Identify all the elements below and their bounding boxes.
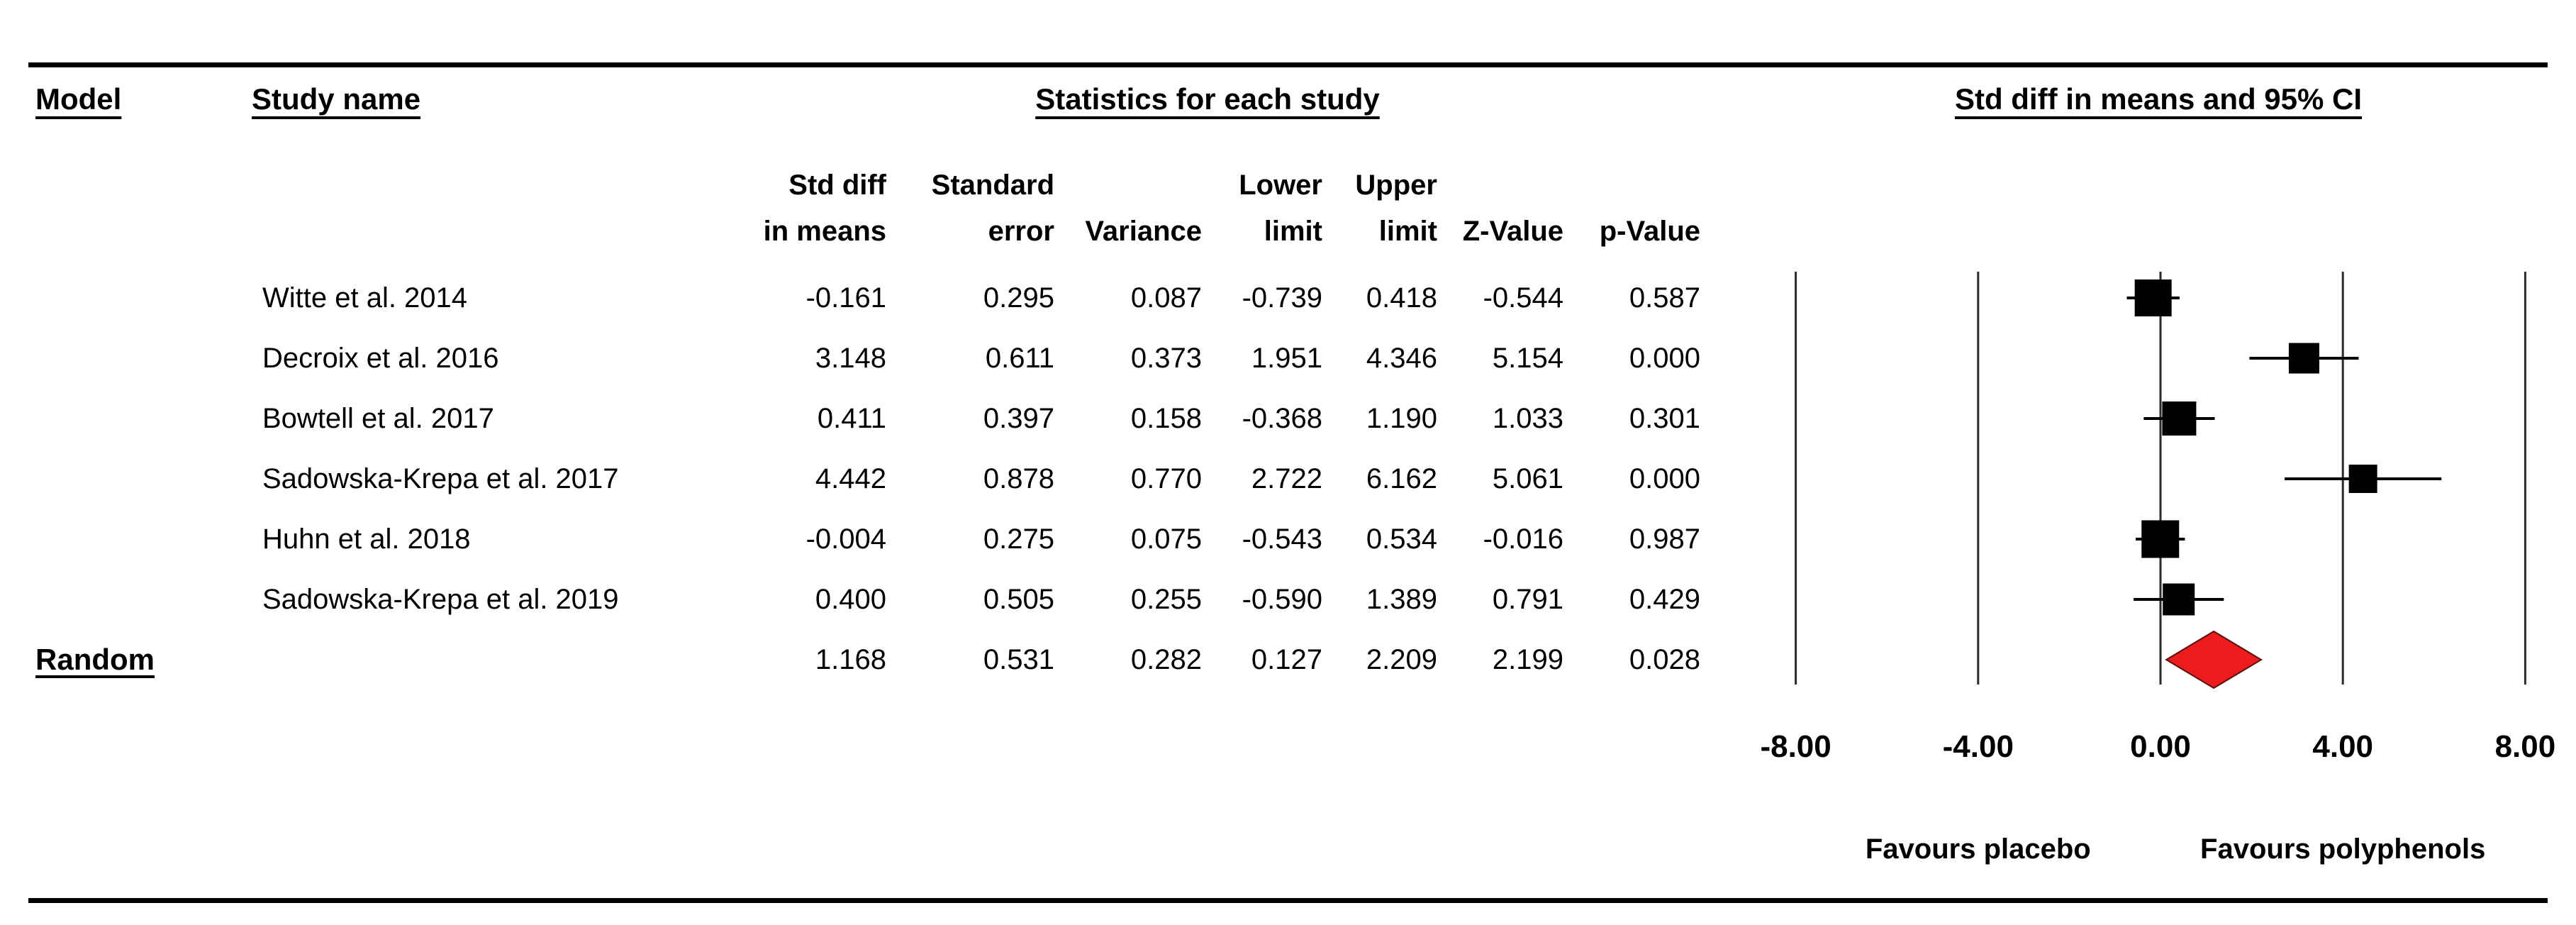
cell-upper_limit: 2.209 xyxy=(1366,644,1437,675)
favours-right-label: Favours polyphenols xyxy=(2200,833,2486,865)
cell-p_value: 0.301 xyxy=(1629,403,1700,434)
cell-std_diff_in_means: 3.148 xyxy=(815,343,886,374)
column-header-standard_error-line1: Standard xyxy=(931,170,1054,201)
row-model-label: Random xyxy=(35,643,155,676)
study-name: Decroix et al. 2016 xyxy=(262,343,499,374)
cell-upper_limit: 0.534 xyxy=(1366,524,1437,555)
x-tick-label--4: -4.00 xyxy=(1942,729,2014,764)
plot-section-title: Std diff in means and 95% CI xyxy=(1954,82,2363,116)
cell-p_value: 0.587 xyxy=(1629,282,1700,314)
cell-standard_error: 0.531 xyxy=(983,644,1054,675)
cell-lower_limit: -0.543 xyxy=(1242,524,1322,555)
cell-variance: 0.158 xyxy=(1130,403,1202,434)
cell-variance: 0.770 xyxy=(1130,463,1202,494)
cell-z_value: 1.033 xyxy=(1492,403,1563,434)
column-header-upper_limit-line1: Upper xyxy=(1355,170,1437,201)
study-name-column-header: Study name xyxy=(252,82,421,116)
cell-lower_limit: -0.739 xyxy=(1242,282,1322,314)
cell-lower_limit: 0.127 xyxy=(1251,644,1322,675)
cell-standard_error: 0.275 xyxy=(983,524,1054,555)
cell-standard_error: 0.505 xyxy=(983,584,1054,615)
study-name: Witte et al. 2014 xyxy=(262,282,468,314)
model-column-header: Model xyxy=(35,82,122,116)
forest-square xyxy=(2288,343,2319,374)
cell-z_value: 5.061 xyxy=(1492,463,1563,494)
cell-std_diff_in_means: 0.400 xyxy=(815,584,886,615)
study-name: Sadowska-Krepa et al. 2017 xyxy=(262,463,619,494)
study-name: Sadowska-Krepa et al. 2019 xyxy=(262,584,619,615)
x-tick-label-8: 8.00 xyxy=(2494,729,2556,764)
cell-lower_limit: -0.590 xyxy=(1242,584,1322,615)
cell-p_value: 0.987 xyxy=(1629,524,1700,555)
column-header-lower_limit-line1: Lower xyxy=(1239,170,1322,201)
forest-square xyxy=(2348,465,2377,493)
cell-std_diff_in_means: 1.168 xyxy=(815,644,886,675)
cell-variance: 0.255 xyxy=(1130,584,1202,615)
cell-standard_error: 0.611 xyxy=(985,343,1054,374)
forest-square xyxy=(2134,279,2172,316)
study-name: Huhn et al. 2018 xyxy=(262,524,471,555)
cell-variance: 0.282 xyxy=(1130,644,1202,675)
cell-standard_error: 0.878 xyxy=(983,463,1054,494)
column-header-upper_limit: limit xyxy=(1378,216,1437,247)
column-header-p_value: p-Value xyxy=(1599,216,1700,247)
column-header-z_value: Z-Value xyxy=(1462,216,1563,247)
cell-z_value: -0.544 xyxy=(1483,282,1563,314)
cell-z_value: 2.199 xyxy=(1492,644,1563,675)
cell-std_diff_in_means: 4.442 xyxy=(815,463,886,494)
cell-upper_limit: 4.346 xyxy=(1366,343,1437,374)
forest-square xyxy=(2141,520,2180,558)
x-tick-label--8: -8.00 xyxy=(1760,729,1831,764)
forest-square xyxy=(2162,401,2197,436)
cell-z_value: -0.016 xyxy=(1483,524,1563,555)
column-header-variance: Variance xyxy=(1085,216,1202,247)
cell-standard_error: 0.295 xyxy=(983,282,1054,314)
cell-p_value: 0.028 xyxy=(1629,644,1700,675)
column-header-lower_limit: limit xyxy=(1264,216,1322,247)
cell-std_diff_in_means: -0.004 xyxy=(805,524,886,555)
top-rule xyxy=(28,62,2548,67)
x-tick-label-0: 0.00 xyxy=(2130,729,2191,764)
forest-square xyxy=(2163,583,2195,616)
stats-section-title: Statistics for each study xyxy=(1035,82,1380,116)
column-header-standard_error: error xyxy=(988,216,1054,247)
column-header-std_diff_in_means-line1: Std diff xyxy=(788,170,886,201)
cell-variance: 0.373 xyxy=(1130,343,1202,374)
cell-std_diff_in_means: 0.411 xyxy=(817,403,886,434)
x-tick-label-4: 4.00 xyxy=(2312,729,2374,764)
cell-z_value: 0.791 xyxy=(1492,584,1563,615)
cell-upper_limit: 1.389 xyxy=(1366,584,1437,615)
cell-std_diff_in_means: -0.161 xyxy=(805,282,886,314)
bottom-rule xyxy=(28,898,2548,903)
cell-upper_limit: 6.162 xyxy=(1366,463,1437,494)
cell-variance: 0.087 xyxy=(1130,282,1202,314)
cell-standard_error: 0.397 xyxy=(983,403,1054,434)
cell-variance: 0.075 xyxy=(1130,524,1202,555)
cell-upper_limit: 0.418 xyxy=(1366,282,1437,314)
cell-lower_limit: 1.951 xyxy=(1251,343,1322,374)
cell-p_value: 0.429 xyxy=(1629,584,1700,615)
cell-z_value: 5.154 xyxy=(1492,343,1563,374)
cell-lower_limit: -0.368 xyxy=(1242,403,1322,434)
cell-upper_limit: 1.190 xyxy=(1366,403,1437,434)
summary-diamond xyxy=(2165,630,2263,689)
study-name: Bowtell et al. 2017 xyxy=(262,403,494,434)
cell-lower_limit: 2.722 xyxy=(1251,463,1322,494)
favours-left-label: Favours placebo xyxy=(1865,833,2091,865)
cell-p_value: 0.000 xyxy=(1629,343,1700,374)
cell-p_value: 0.000 xyxy=(1629,463,1700,494)
column-header-std_diff_in_means: in means xyxy=(763,216,886,247)
